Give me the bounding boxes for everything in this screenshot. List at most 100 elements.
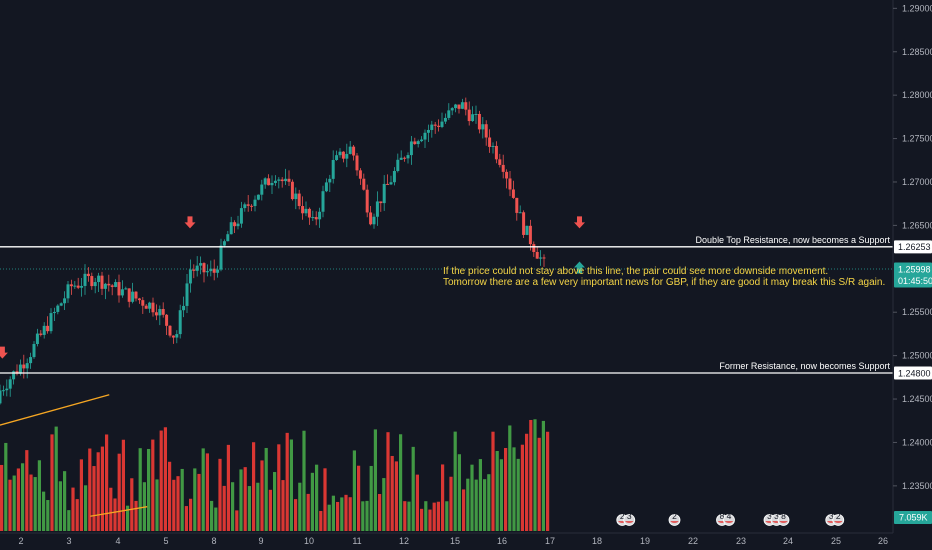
volume-tag-background xyxy=(894,511,932,524)
candle-body xyxy=(454,104,458,109)
candle-body xyxy=(90,276,94,287)
time-axis-tick-label: 3 xyxy=(66,536,71,546)
candle-body xyxy=(25,363,29,369)
price-axis-tick-label: 1.24500 xyxy=(902,394,932,404)
candle xyxy=(42,322,46,339)
candle-body xyxy=(137,298,141,301)
volume-bar xyxy=(306,493,310,531)
volume-bar xyxy=(75,499,79,531)
support-resistance-lines[interactable]: Double Top Resistance, now becomes a Sup… xyxy=(0,235,932,524)
volume-bar xyxy=(445,501,449,531)
volume-bar xyxy=(436,501,440,531)
volume-bar xyxy=(470,464,474,531)
arrow-down-icon xyxy=(184,216,196,229)
candle-body xyxy=(532,244,536,252)
candle-body xyxy=(158,309,162,316)
candle-body xyxy=(66,284,70,299)
candle-body xyxy=(287,178,291,182)
candle-body xyxy=(423,132,427,140)
time-axis-tick-label: 16 xyxy=(497,536,507,546)
candle xyxy=(423,129,427,149)
annotation-notes: If the price could not stay above this l… xyxy=(443,266,885,288)
candle xyxy=(141,297,145,314)
candle-body xyxy=(76,285,80,288)
volume-bar xyxy=(432,502,436,531)
candle-body xyxy=(243,204,247,209)
candle-body xyxy=(168,325,172,336)
time-axis-tick-label: 12 xyxy=(399,536,409,546)
candle xyxy=(301,196,305,220)
candle xyxy=(474,105,478,124)
flag-badge-icon xyxy=(668,514,681,526)
volume-bar xyxy=(92,466,96,531)
volume-bar xyxy=(79,459,83,531)
candle xyxy=(345,143,349,168)
volume-bar xyxy=(407,501,411,531)
candle-body xyxy=(205,271,209,273)
candle xyxy=(154,304,158,321)
arrow-down-icon xyxy=(574,216,585,229)
candle-body xyxy=(335,155,339,161)
candle-body xyxy=(117,282,121,296)
time-axis[interactable]: 2 3 4 5 8 9 10 11 12 15 16 17 18 19 22 23 24 25 26 xyxy=(18,536,888,546)
candle-body xyxy=(80,285,84,288)
candle-body xyxy=(488,137,492,147)
candle xyxy=(440,112,444,129)
candle-body xyxy=(511,189,515,198)
candle xyxy=(464,97,468,116)
candle xyxy=(117,274,121,303)
candle-body xyxy=(69,284,73,287)
candle xyxy=(199,256,203,275)
candle-body xyxy=(97,275,101,283)
signal-arrows xyxy=(0,216,585,359)
candle xyxy=(284,168,288,186)
candle-body xyxy=(525,225,529,235)
candle xyxy=(511,180,515,199)
candle-body xyxy=(297,193,301,207)
candle xyxy=(86,267,90,282)
volume-bar xyxy=(310,472,314,531)
volume-bar xyxy=(462,489,466,531)
price-axis-tick-label: 1.23500 xyxy=(902,481,932,491)
candle xyxy=(107,274,111,292)
candle-body xyxy=(141,300,145,306)
current-price-tag[interactable] xyxy=(894,262,932,288)
uptrend-line-lower xyxy=(90,506,148,517)
volume-bar xyxy=(424,501,428,531)
candle-body xyxy=(369,212,373,225)
volume-bar xyxy=(163,427,167,531)
candle xyxy=(389,175,393,186)
candle xyxy=(324,178,328,193)
candle-body xyxy=(457,104,461,109)
candle xyxy=(311,210,315,221)
volume-bar xyxy=(42,491,46,531)
volume-bar xyxy=(168,461,172,531)
candle xyxy=(1,385,5,396)
price-axis[interactable]: 1.29000 1.28500 1.28000 1.27500 1.27000 1.265… xyxy=(893,3,932,491)
candle xyxy=(321,185,325,218)
candle xyxy=(63,291,67,311)
candle-body xyxy=(52,311,56,314)
volume-bar xyxy=(0,464,4,531)
volume-bar xyxy=(336,501,340,531)
event-badge-group[interactable]: 2 xyxy=(668,511,681,526)
candle-body xyxy=(219,245,223,270)
trend-lines xyxy=(0,394,148,517)
candle xyxy=(375,191,379,226)
candle-body xyxy=(185,283,189,306)
candle xyxy=(399,150,403,160)
candle-body xyxy=(392,170,396,183)
candle-body xyxy=(42,325,46,335)
volume-bar xyxy=(46,500,50,531)
candle xyxy=(171,335,175,344)
candle xyxy=(318,207,322,228)
volume-bar xyxy=(369,465,373,531)
candle xyxy=(484,120,488,146)
candle-body xyxy=(110,285,114,287)
